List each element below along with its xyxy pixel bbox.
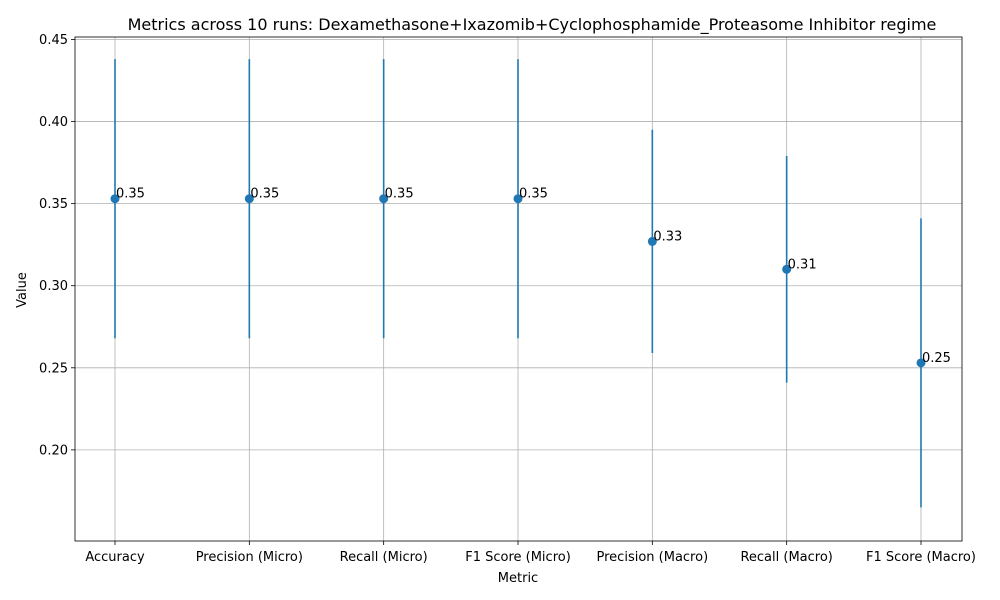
x-tick-label: Accuracy <box>85 550 145 565</box>
data-label: 0.31 <box>788 257 817 272</box>
chart-title: Metrics across 10 runs: Dexamethasone+Ix… <box>128 15 937 35</box>
y-tick-label: 0.35 <box>39 197 68 212</box>
data-point <box>379 194 389 204</box>
marks-layer: 0.35 0.35 0.35 0.35 0.33 0.31 0.25 <box>110 59 951 508</box>
y-tick-label: 0.30 <box>39 279 68 294</box>
y-axis-title: Value <box>15 272 30 308</box>
data-label: 0.35 <box>250 187 279 202</box>
x-tick-label: Precision (Micro) <box>196 550 303 565</box>
ticks-layer: 0.20 0.25 0.30 0.35 0.40 0.45 Accuracy Precisio… <box>39 33 976 565</box>
y-tick-label: 0.45 <box>39 33 68 48</box>
x-tick-label: Precision (Macro) <box>597 550 709 565</box>
data-point <box>647 236 657 246</box>
data-label: 0.35 <box>519 187 548 202</box>
y-tick-label: 0.40 <box>39 115 68 130</box>
x-axis-title: Metric <box>498 571 538 586</box>
data-point <box>916 358 926 368</box>
x-tick-label: F1 Score (Micro) <box>465 550 571 565</box>
plot-frame <box>74 36 963 542</box>
y-tick-label: 0.25 <box>39 361 68 376</box>
data-label: 0.35 <box>116 187 145 202</box>
y-tick-label: 0.20 <box>39 443 68 458</box>
data-label: 0.33 <box>653 229 682 244</box>
x-tick-label: Recall (Micro) <box>340 550 428 565</box>
data-point <box>244 194 254 204</box>
data-point <box>110 194 120 204</box>
data-label: 0.35 <box>385 187 414 202</box>
data-point <box>513 194 523 204</box>
data-point <box>782 264 792 274</box>
x-tick-label: F1 Score (Macro) <box>866 550 976 565</box>
x-tick-label: Recall (Macro) <box>740 550 832 565</box>
data-label: 0.25 <box>922 351 951 366</box>
